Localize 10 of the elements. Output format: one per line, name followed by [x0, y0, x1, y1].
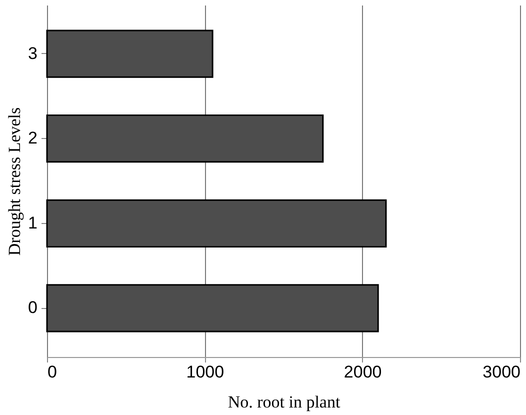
y-tick-label: 3: [28, 44, 38, 63]
x-tick-label: 0: [48, 362, 57, 382]
y-tick-label: 0: [28, 298, 38, 318]
y-axis-title: Drought stress Levels: [5, 107, 24, 256]
x-axis-title: No. root in plant: [228, 392, 340, 412]
x-tick-label: 3000: [482, 362, 520, 382]
y-tick-label: 1: [28, 213, 38, 232]
x-tick-label: 2000: [344, 362, 382, 382]
y-tick-label: 2: [28, 128, 38, 148]
x-tick-label: 1000: [186, 362, 224, 382]
